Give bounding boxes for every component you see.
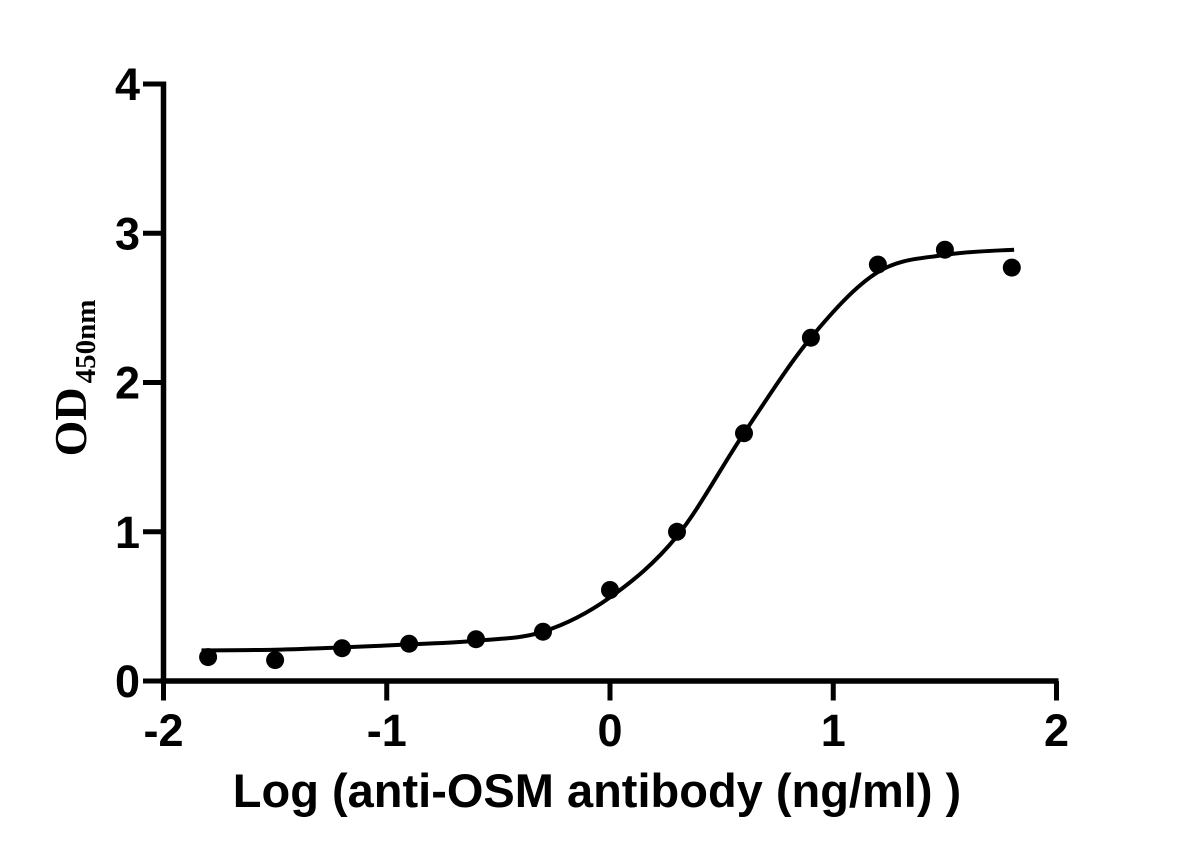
data-point — [868, 255, 887, 274]
y-tick-label: 3 — [115, 208, 140, 259]
data-point — [266, 651, 285, 670]
x-tick-label: 2 — [1044, 705, 1069, 756]
data-point — [534, 622, 552, 641]
data-point — [199, 648, 218, 667]
data-point — [467, 630, 485, 649]
x-tick-label: -2 — [143, 705, 183, 756]
data-point — [668, 522, 686, 541]
x-tick-label: 0 — [597, 705, 622, 756]
y-axis-title: OD 450nm — [45, 300, 102, 457]
y-axis-title-main: OD — [45, 387, 96, 456]
data-point — [601, 581, 619, 599]
y-tick-label: 2 — [115, 358, 140, 409]
data-point — [400, 634, 419, 653]
points-layer — [199, 240, 1021, 670]
x-tick-label: -1 — [367, 705, 407, 756]
x-axis-title: Log (anti-OSM antibody (ng/ml) ) — [233, 764, 961, 817]
axes-layer: 0 1 2 3 4 -2 -1 0 1 2 — [115, 59, 1069, 756]
y-tick-label: 4 — [115, 59, 140, 110]
data-point — [935, 240, 954, 259]
y-axis-title-subscript: 450nm — [70, 300, 102, 384]
data-point — [333, 639, 352, 658]
y-tick-label: 0 — [115, 656, 140, 707]
y-tick-label: 1 — [115, 507, 140, 558]
data-point — [1002, 258, 1021, 277]
data-point — [801, 328, 820, 347]
data-point — [735, 424, 753, 443]
x-tick-label: 1 — [821, 705, 846, 756]
